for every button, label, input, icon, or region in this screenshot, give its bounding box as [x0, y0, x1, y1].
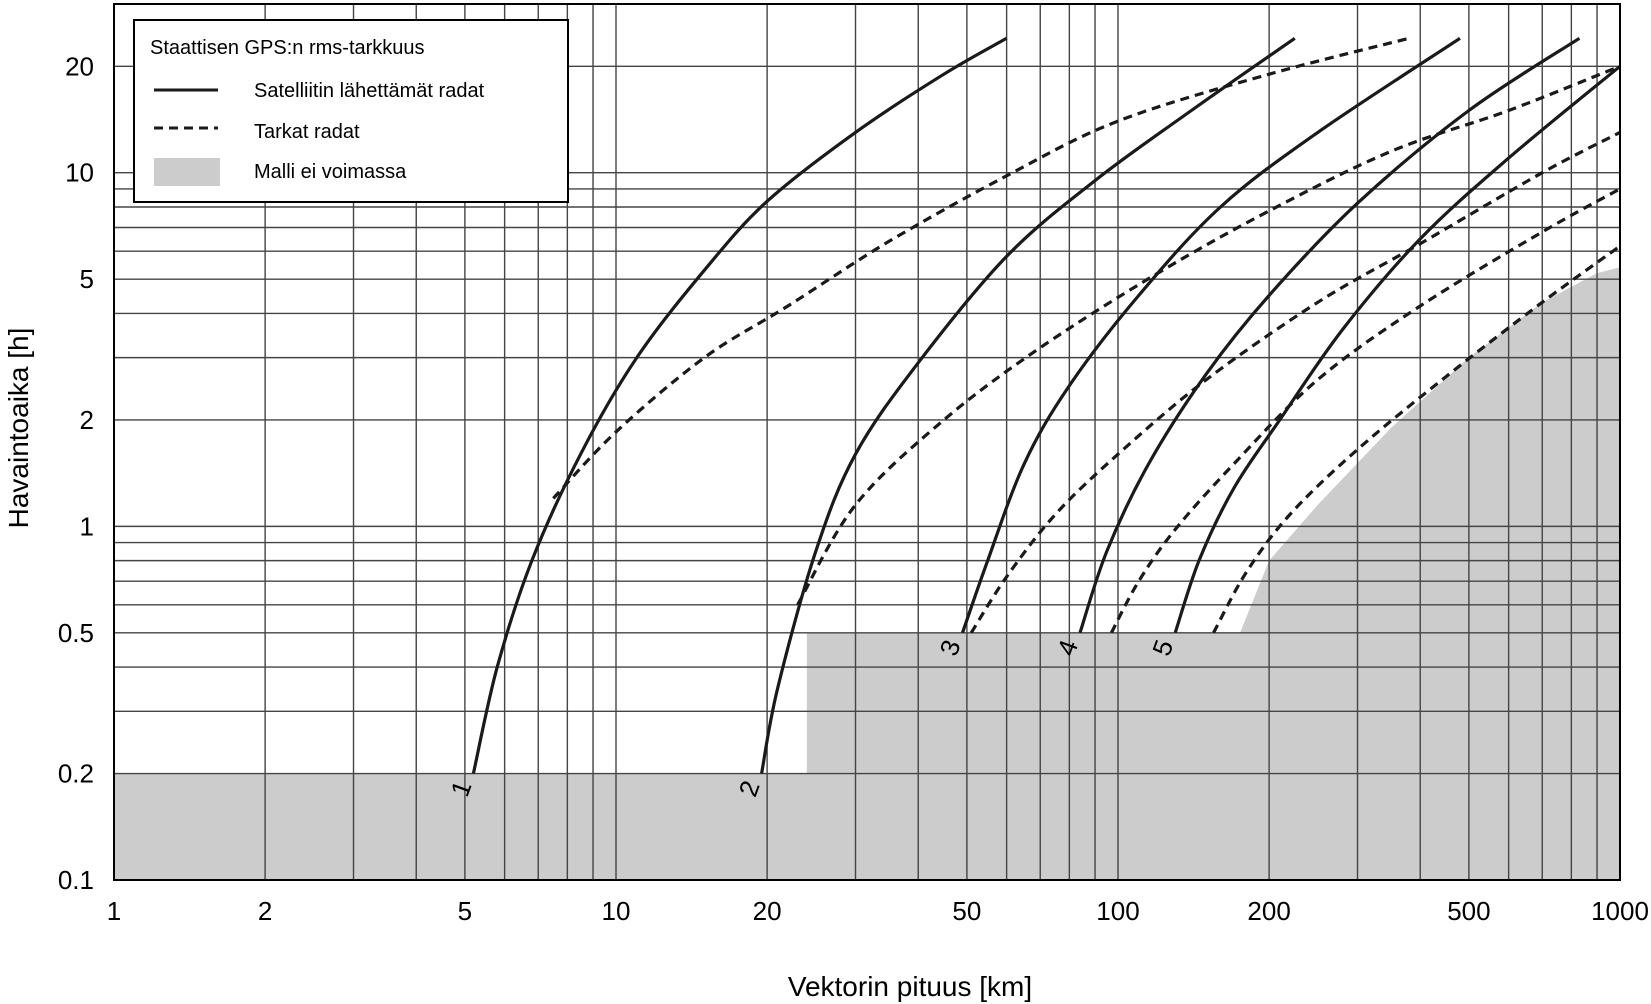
x-tick-label: 200 [1247, 896, 1290, 926]
y-axis-title: Havaintoaika [h] [3, 328, 34, 529]
x-tick-label: 20 [753, 896, 782, 926]
y-tick-label: 10 [65, 158, 94, 188]
x-tick-label: 50 [952, 896, 981, 926]
x-tick-label: 1000 [1591, 896, 1649, 926]
invalid-area-layer [114, 267, 1620, 880]
y-tick-label: 5 [80, 264, 94, 294]
series-4-dashed [1109, 187, 1621, 634]
x-tick-label: 1 [107, 896, 121, 926]
x-tick-label: 100 [1096, 896, 1139, 926]
y-tick-label: 20 [65, 51, 94, 81]
y-tick-label: 0.1 [58, 865, 94, 895]
series-5-dashed [1212, 244, 1621, 634]
legend: Staattisen GPS:n rms-tarkkuus Satelliiti… [133, 19, 569, 203]
tick-labels-layer: 1 2 5 10 20 50 100 200 500 1000 0.1 0.2 0.5 1 2 5 10 20 [58, 51, 1649, 926]
curves-layer [471, 36, 1622, 774]
series-3-solid [960, 36, 1461, 634]
y-tick-label: 0.2 [58, 759, 94, 789]
x-tick-label: 500 [1447, 896, 1490, 926]
x-axis-title: Vektorin pituus [km] [788, 971, 1032, 1002]
y-tick-label: 2 [80, 405, 94, 435]
legend-entry-area: Malli ei voimassa [254, 161, 407, 183]
series-5-solid [1173, 65, 1622, 634]
x-tick-label: 2 [258, 896, 272, 926]
x-tick-label: 10 [602, 896, 631, 926]
series-1-solid [471, 36, 1008, 774]
x-tick-label: 5 [458, 896, 472, 926]
frame-layer [113, 3, 1621, 881]
plot-frame [113, 3, 1621, 881]
legend-entry-solid: Satelliitin lähettämät radat [254, 80, 485, 102]
legend-area-swatch [154, 158, 220, 186]
y-tick-label: 1 [80, 511, 94, 541]
y-tick-label: 0.5 [58, 618, 94, 648]
series-2-solid [760, 36, 1296, 774]
legend-entry-dashed: Tarkat radat [254, 121, 360, 143]
series-3-dashed [969, 130, 1621, 634]
series-1-dashed [552, 36, 1410, 500]
series-4-solid [1078, 36, 1581, 634]
invalid-model-area [114, 267, 1620, 880]
legend-title: Staattisen GPS:n rms-tarkkuus [150, 37, 425, 59]
